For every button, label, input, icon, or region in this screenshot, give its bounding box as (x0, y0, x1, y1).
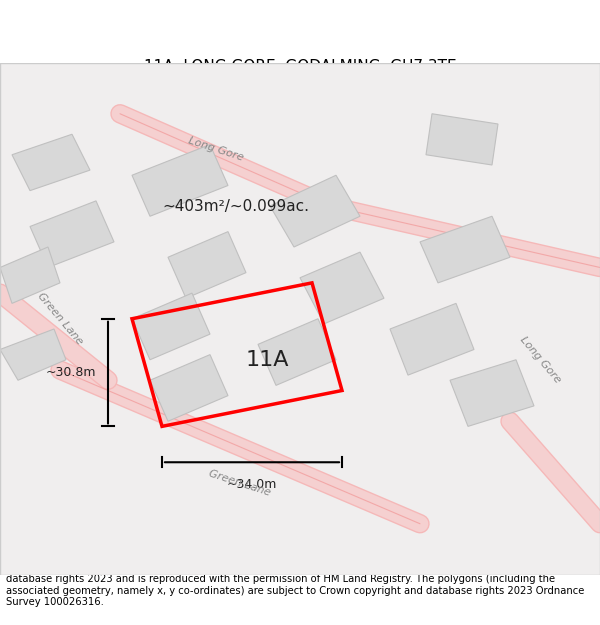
Text: ~34.0m: ~34.0m (227, 478, 277, 491)
Polygon shape (450, 360, 534, 426)
Polygon shape (132, 293, 210, 360)
Polygon shape (258, 319, 336, 386)
Text: 11A: 11A (245, 350, 289, 370)
Polygon shape (420, 216, 510, 283)
Polygon shape (12, 134, 90, 191)
Polygon shape (300, 252, 384, 324)
Polygon shape (0, 329, 66, 380)
Text: Long Gore: Long Gore (518, 334, 562, 385)
Text: Contains OS data © Crown copyright and database right 2021. This information is : Contains OS data © Crown copyright and d… (6, 562, 584, 608)
Text: Green Lane: Green Lane (208, 468, 272, 498)
Text: 11A, LONG GORE, GODALMING, GU7 3TE: 11A, LONG GORE, GODALMING, GU7 3TE (143, 59, 457, 74)
Text: ~30.8m: ~30.8m (46, 366, 96, 379)
Polygon shape (150, 354, 228, 421)
Text: Map shows position and indicative extent of the property.: Map shows position and indicative extent… (120, 91, 480, 104)
Text: ~403m²/~0.099ac.: ~403m²/~0.099ac. (162, 199, 309, 214)
Text: Long Gore: Long Gore (187, 136, 245, 163)
Polygon shape (168, 232, 246, 298)
Text: Green Lane: Green Lane (35, 291, 85, 347)
Polygon shape (0, 247, 60, 303)
Polygon shape (426, 114, 498, 165)
Polygon shape (390, 303, 474, 375)
Polygon shape (270, 175, 360, 247)
Polygon shape (30, 201, 114, 268)
Polygon shape (132, 144, 228, 216)
